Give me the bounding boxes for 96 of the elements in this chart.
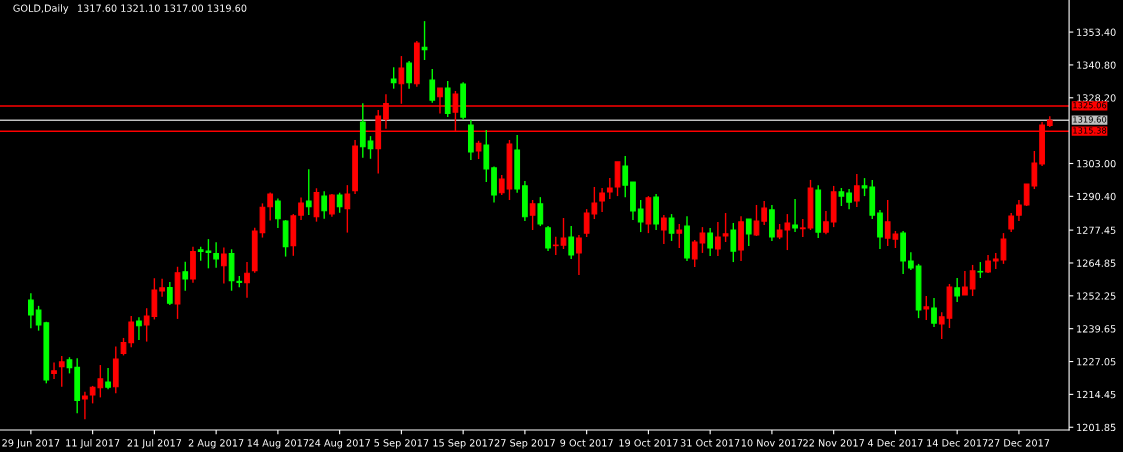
candlestick (637, 199, 644, 233)
y-tick-label: 1303.00 (1077, 159, 1116, 168)
chart-title: GOLD,Daily (13, 4, 69, 14)
candlestick (877, 209, 883, 250)
candlestick (1016, 199, 1022, 222)
candlestick (51, 361, 57, 380)
ref-line-label: 1315.38 (1073, 127, 1107, 134)
candlestick (321, 190, 328, 220)
candlestick (529, 199, 536, 231)
candlestick (136, 316, 142, 341)
y-tick-label: 1239.65 (1077, 325, 1116, 333)
candlestick (244, 261, 250, 299)
candlestick (962, 270, 968, 296)
y-tick-label: 1264.85 (1077, 259, 1116, 267)
x-tick-label: 31 Oct 2017 (680, 439, 740, 447)
x-tick-label: 27 Dec 2017 (988, 439, 1050, 447)
ref-line-label: 1325.06 (1073, 102, 1107, 109)
candlestick (622, 155, 629, 198)
ref-line-label: 1319.60 (1073, 116, 1107, 123)
x-tick-label: 14 Aug 2017 (247, 439, 309, 449)
candlestick (969, 264, 976, 297)
candlestick (305, 168, 312, 216)
candlestick (792, 198, 798, 233)
candlestick (823, 210, 829, 235)
candlestick (475, 140, 482, 160)
candlestick (954, 277, 961, 303)
y-tick-label: 1353.40 (1077, 28, 1116, 36)
x-tick-label: 29 Jun 2017 (2, 439, 60, 449)
x-tick-label: 19 Oct 2017 (619, 439, 678, 447)
candlestick (745, 218, 752, 247)
candlestick (707, 227, 714, 257)
candlestick (367, 135, 374, 160)
candlestick (1008, 212, 1015, 233)
candlestick (1000, 232, 1007, 265)
candlestick (668, 213, 675, 242)
candlestick (58, 355, 65, 388)
candlestick (298, 196, 304, 221)
candlestick (846, 188, 852, 210)
candlestick (483, 129, 490, 183)
candlestick (753, 204, 760, 237)
x-tick-label: 15 Sep 2017 (433, 439, 494, 449)
candlestick (82, 390, 88, 420)
y-tick-label: 1214.45 (1077, 390, 1116, 399)
candlestick (560, 217, 567, 250)
candlestick (344, 184, 351, 234)
y-tick-label: 1277.45 (1077, 226, 1116, 234)
candlestick (159, 278, 165, 298)
candlestick (715, 221, 721, 257)
x-tick-label: 11 Jul 2017 (66, 439, 120, 449)
y-tick-label: 1252.25 (1077, 292, 1116, 300)
candlestick (853, 173, 860, 208)
x-tick-label: 24 Aug 2017 (309, 439, 370, 449)
candlestick (166, 281, 173, 306)
candlestick (552, 236, 559, 256)
candlestick (28, 292, 34, 329)
candlestick (537, 196, 544, 227)
candlestick (128, 315, 135, 349)
y-tick-label: 1201.85 (1077, 423, 1116, 432)
candlestick (568, 225, 575, 260)
candlestick (722, 212, 729, 243)
candlestick (730, 222, 737, 263)
candlestick (676, 223, 683, 249)
x-tick-label: 4 Dec 2017 (867, 439, 923, 447)
candlestick (429, 68, 436, 104)
x-tick-label: 5 Sep 2017 (374, 439, 429, 449)
x-tick-label: 14 Dec 2017 (927, 439, 988, 447)
candlestick (182, 261, 189, 292)
candlestick (761, 200, 768, 226)
candlestick (267, 191, 274, 222)
candlestick (275, 197, 281, 229)
y-tick-label: 1340.80 (1077, 61, 1116, 69)
y-tick-label: 1328.20 (1077, 94, 1116, 102)
candlestick (660, 214, 667, 245)
candlestick (923, 295, 930, 321)
x-tick-label: 22 Nov 2017 (803, 439, 864, 447)
candlestick (931, 297, 937, 328)
candlestick (329, 193, 335, 218)
x-tick-label: 21 Jul 2017 (127, 439, 182, 449)
candlestick (421, 20, 428, 61)
candlestick (336, 192, 343, 214)
candlestick (545, 225, 551, 252)
candlestick (390, 66, 397, 90)
annotation: 1317.60 1321.10 1317.00 1319.60 (78, 4, 247, 12)
candlestick (576, 234, 582, 276)
x-tick-label: 27 Sep 2017 (494, 439, 555, 449)
candlestick (599, 187, 605, 213)
candlestick (220, 246, 227, 285)
x-tick-label: 2 Aug 2017 (188, 439, 244, 449)
x-tick-label: 9 Oct 2017 (560, 439, 613, 447)
y-tick-label: 1290.40 (1077, 192, 1116, 201)
candlestick (406, 60, 412, 90)
x-tick-label: 10 Nov 2017 (741, 439, 803, 447)
candlestick (213, 241, 220, 269)
candlestick (105, 367, 111, 391)
candlestick (606, 177, 613, 200)
y-tick-label: 1227.05 (1077, 358, 1116, 366)
